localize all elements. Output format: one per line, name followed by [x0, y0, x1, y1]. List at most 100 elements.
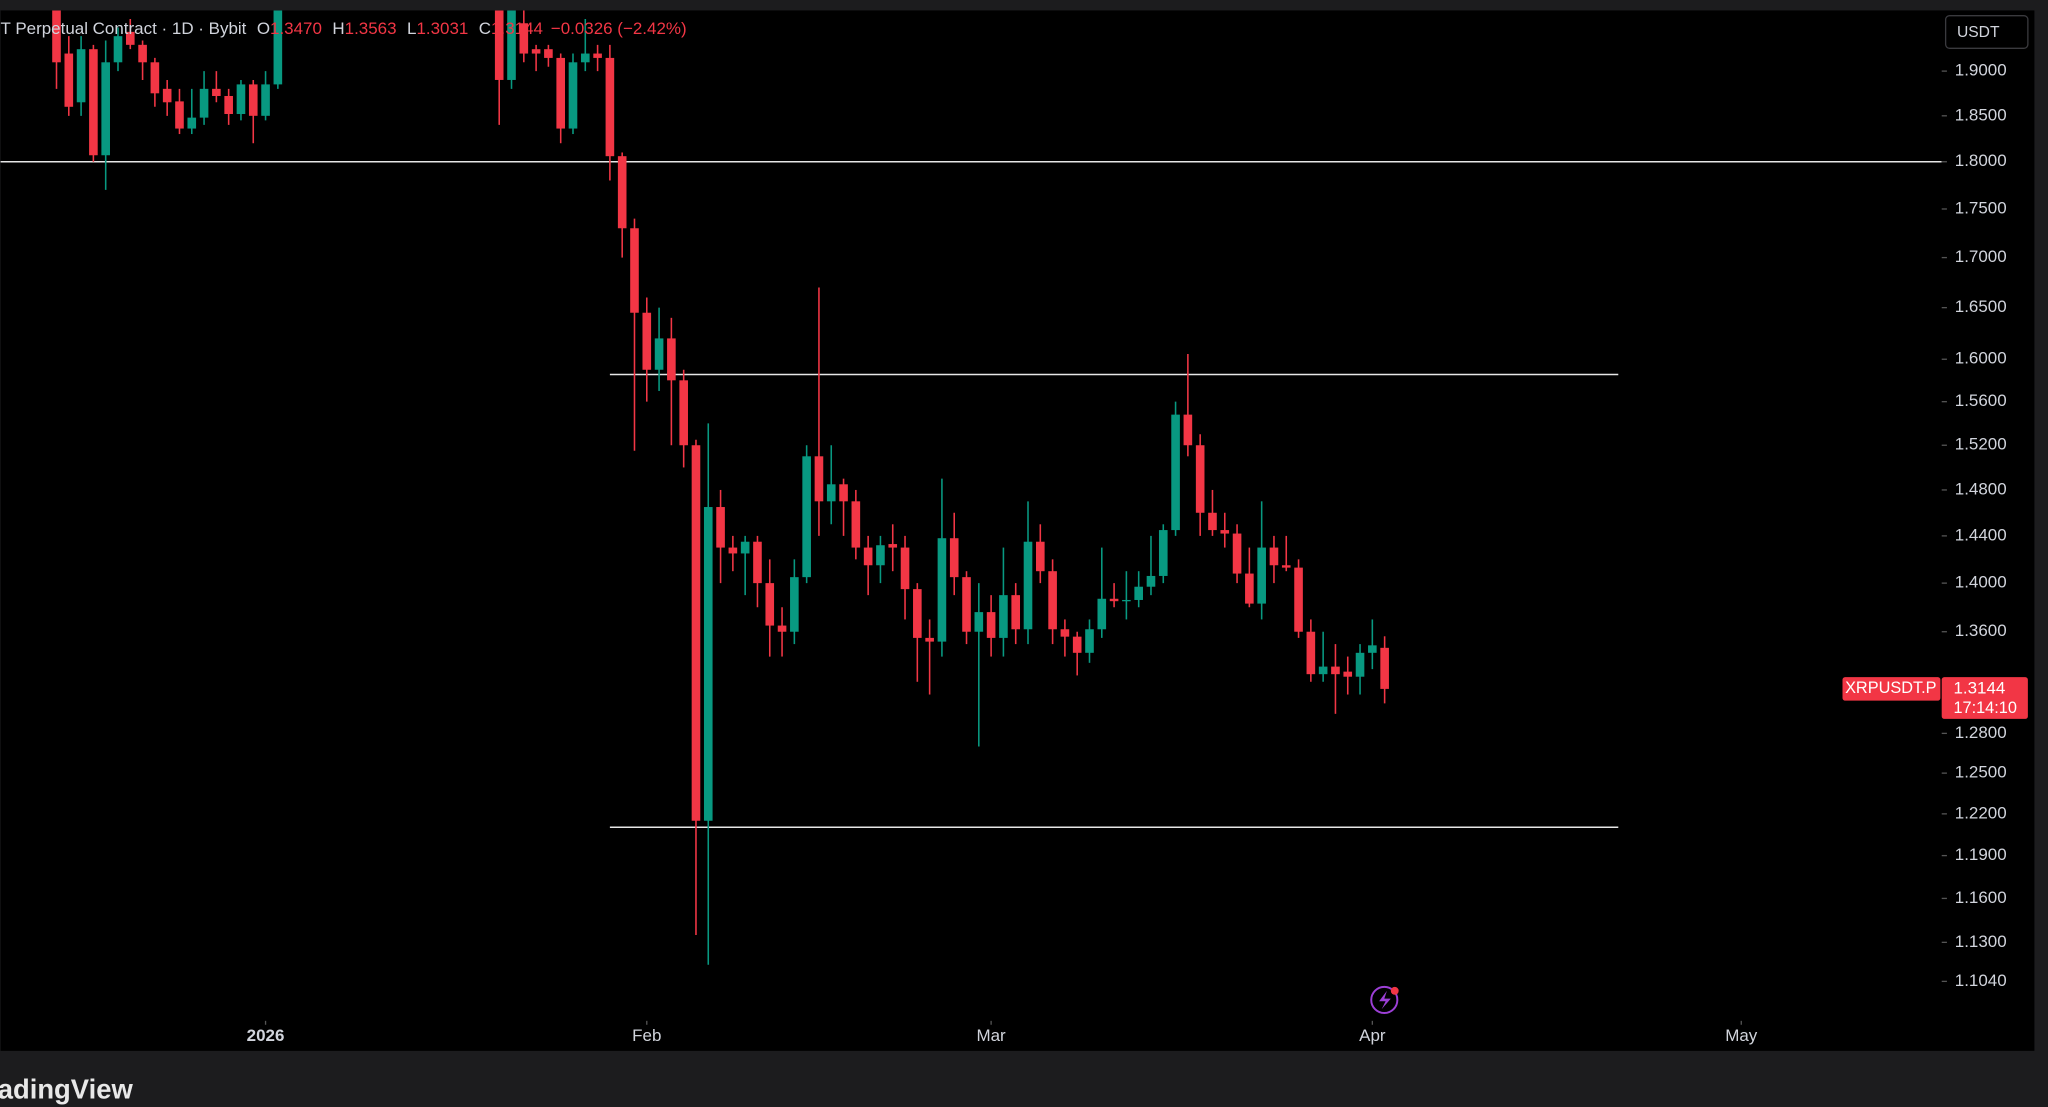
candle-body: [642, 312, 652, 370]
candle-body: [52, 10, 61, 63]
candle-body: [494, 10, 504, 80]
x-tick-label: Feb: [632, 1026, 661, 1045]
candle-body: [1208, 512, 1217, 531]
y-tick-label: 1.2500: [1955, 763, 2007, 782]
alert-icon-bolt: [1379, 990, 1391, 1010]
candle-body: [1011, 595, 1021, 630]
candle-body: [1355, 652, 1365, 677]
candle-body: [974, 612, 984, 632]
candle-body: [630, 228, 639, 313]
candle-body: [261, 84, 270, 116]
candle-body: [531, 49, 541, 54]
candle-body: [851, 501, 861, 548]
ohlc-key: C: [479, 20, 491, 39]
candle-body: [1281, 565, 1291, 568]
candle-body: [654, 338, 664, 370]
y-tick-label: 1.2800: [1955, 723, 2007, 742]
candle-body: [863, 547, 873, 566]
candle-body: [507, 10, 516, 80]
y-tick-label: 1.7500: [1955, 198, 2007, 217]
candle-body: [1122, 599, 1131, 602]
y-tick-label: 1.4400: [1955, 525, 2007, 544]
candle-body: [999, 595, 1008, 638]
candle-body: [593, 53, 602, 58]
candle-body: [187, 117, 197, 129]
candle-body: [1109, 598, 1119, 602]
ohlc-key: O: [257, 20, 270, 39]
candle-body: [1380, 647, 1389, 689]
x-tick-label: Apr: [1359, 1026, 1386, 1045]
alert-icon[interactable]: [1370, 985, 1399, 1014]
alert-dot: [1390, 986, 1399, 995]
candle-body: [150, 62, 160, 94]
candle-body: [1343, 671, 1353, 677]
y-tick-label: 1.7000: [1955, 247, 2007, 266]
candle-body: [89, 49, 98, 156]
y-tick-label: 1.6500: [1955, 297, 2007, 316]
x-tick-label: 2026: [247, 1026, 285, 1045]
countdown: 17:14:10: [1953, 699, 2016, 717]
candle-body: [949, 538, 959, 578]
y-tick-label: 1.4800: [1955, 479, 2007, 498]
plot-area: [0, 10, 1942, 965]
candle-body: [925, 637, 934, 642]
candle-body: [826, 484, 836, 502]
y-tick-label: 1.6000: [1955, 349, 2007, 368]
ohlc-value: 1.3144: [491, 20, 543, 39]
candle-body: [913, 589, 922, 638]
candle-body: [125, 31, 135, 45]
candle-body: [691, 445, 701, 821]
candle-body: [1257, 547, 1266, 604]
candle-body: [1245, 573, 1254, 604]
candle-body: [212, 88, 221, 96]
candle-body: [224, 95, 233, 115]
candle-body: [1306, 631, 1316, 675]
candle-body: [839, 484, 848, 502]
watermark: TradingView: [0, 1074, 133, 1105]
candle-body: [1035, 541, 1045, 572]
y-tick-label: 1.3600: [1955, 621, 2007, 640]
ohlc-key: L: [407, 20, 416, 39]
candle-body: [667, 338, 676, 381]
x-tick-label: May: [1725, 1026, 1758, 1045]
candle-body: [1171, 414, 1180, 531]
candle-body: [605, 57, 615, 157]
candle-body: [728, 547, 738, 554]
chart-panel: [0, 10, 2035, 1051]
candle-body: [544, 49, 553, 58]
candle-body: [1048, 571, 1057, 630]
candle-body: [753, 541, 762, 584]
currency-box[interactable]: [1944, 15, 2029, 49]
candle-body: [740, 541, 750, 554]
candle-body: [876, 545, 885, 566]
candle-body: [1097, 598, 1107, 630]
candle-body: [1269, 547, 1279, 566]
candle-body: [175, 101, 184, 129]
candle-body: [1023, 541, 1033, 630]
symbol-tag-label: XRPUSDT.P: [1845, 679, 1937, 697]
candle-body: [1318, 666, 1328, 675]
y-tick-label: 1.5200: [1955, 435, 2007, 454]
candle-body: [986, 612, 996, 638]
candle-body: [113, 36, 123, 63]
candle-body: [777, 625, 787, 632]
price-tag-label: 1.3144: [1953, 678, 2005, 697]
candle-body: [1331, 666, 1340, 675]
candle-body: [138, 44, 147, 63]
ohlc-value: 1.3031: [416, 20, 468, 39]
candle-body: [962, 577, 971, 632]
y-tick-label: 1.9000: [1955, 61, 2007, 80]
candle-body: [716, 507, 725, 548]
candle-body: [556, 57, 566, 129]
candle-body: [814, 456, 824, 502]
y-tick-label: 1.5600: [1955, 391, 2007, 410]
candle-body: [765, 583, 775, 626]
y-tick-label: 1.1600: [1955, 888, 2007, 907]
candle-body: [1368, 645, 1377, 653]
candle-body: [802, 456, 811, 578]
candle-body: [1183, 414, 1193, 446]
candle-body: [1220, 530, 1230, 534]
candle-body: [1146, 575, 1156, 587]
